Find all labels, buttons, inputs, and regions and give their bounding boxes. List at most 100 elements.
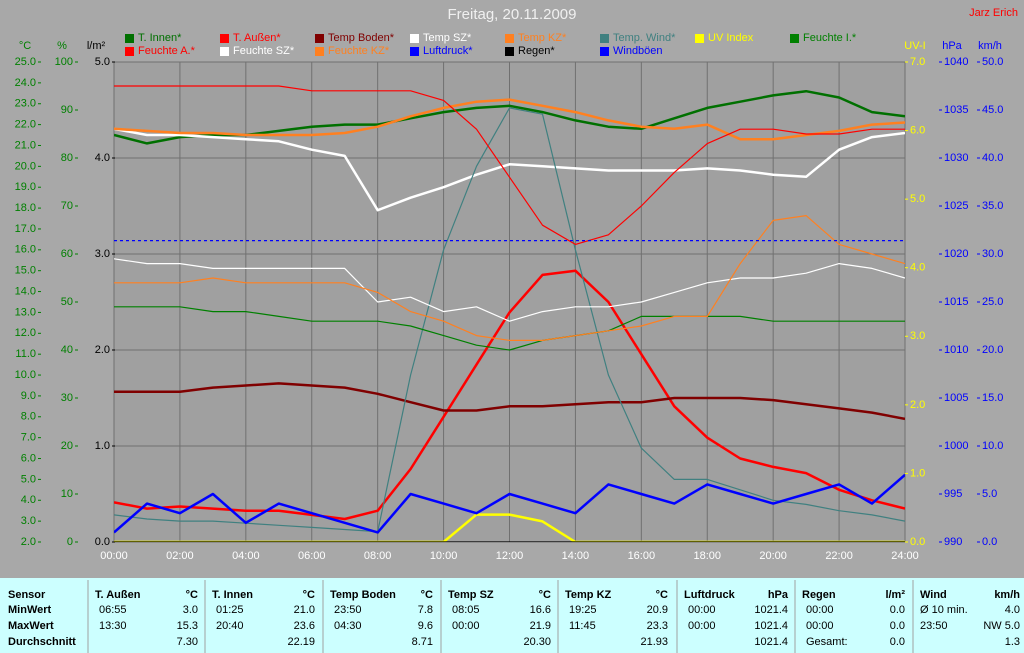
x-tick-label: 20:00 [759, 550, 787, 562]
series-line [114, 513, 905, 542]
y-tick-label: 23.0 [15, 98, 36, 110]
table-header: T. Innen [212, 589, 253, 601]
x-tick-label: 06:00 [298, 550, 326, 562]
cell-value: 15.3 [177, 620, 198, 632]
series-line [114, 306, 905, 351]
y-tick-label: 2.0 [21, 536, 36, 548]
cell-value: 4.0 [1005, 604, 1020, 616]
cell-value: 7.8 [418, 604, 433, 616]
y-tick-label: 1.0 [910, 467, 925, 479]
stats-panel [0, 578, 1024, 653]
cell-value: 22.19 [287, 636, 315, 648]
x-tick-label: 12:00 [496, 550, 524, 562]
y-tick-label: 30 [61, 392, 73, 404]
author: Jarz Erich [969, 7, 1018, 19]
y-tick-label: 4.0 [910, 262, 925, 274]
cell-value: 23.6 [294, 620, 315, 632]
axis-title: km/h [978, 40, 1002, 52]
x-tick-label: 08:00 [364, 550, 392, 562]
legend-label: T. Außen* [233, 32, 281, 44]
y-tick-label: 90 [61, 104, 73, 116]
y-tick-label: 40 [61, 344, 73, 356]
legend-label: T. Innen* [138, 32, 182, 44]
cell-value: 7.30 [177, 636, 198, 648]
cell-value: 9.6 [418, 620, 433, 632]
y-tick-label: 2.0 [95, 344, 110, 356]
legend-swatch [695, 34, 704, 43]
y-tick-label: 7.0 [910, 56, 925, 68]
table-header: Temp Boden [330, 589, 396, 601]
stats-table: Sensor T. Außen °C T. Innen °C Temp Boden °C Te… [8, 580, 1020, 653]
table-header: Temp KZ [565, 589, 612, 601]
legend-label: Temp SZ* [423, 32, 472, 44]
cell-time: 04:30 [334, 620, 362, 632]
y-tick-label: 0.0 [910, 536, 925, 548]
table-header: Sensor [8, 589, 46, 601]
y-tick-label: 6.0 [21, 452, 36, 464]
y-tick-label: 30.0 [982, 248, 1003, 260]
legend-swatch [315, 34, 324, 43]
y-tick-label: 20.0 [982, 344, 1003, 356]
table-unit: °C [421, 589, 433, 601]
y-tick-label: 990 [944, 536, 962, 548]
table-unit: °C [656, 589, 668, 601]
cell-time: 00:00 [806, 620, 834, 632]
y-tick-label: 21.0 [15, 139, 36, 151]
cell-value: 1.3 [1005, 636, 1020, 648]
cell-time: 20:40 [216, 620, 244, 632]
row-label: MinWert [8, 604, 52, 616]
x-tick-label: 04:00 [232, 550, 260, 562]
cell-value: 1021.4 [754, 636, 788, 648]
cell-time: 08:05 [452, 604, 480, 616]
y-tick-label: 12.0 [15, 327, 36, 339]
y-tick-label: 0.0 [982, 536, 997, 548]
table-unit: km/h [994, 589, 1020, 601]
y-tick-label: 7.0 [21, 432, 36, 444]
series-line [114, 215, 905, 341]
y-tick-label: 13.0 [15, 306, 36, 318]
y-tick-label: 3.0 [95, 248, 110, 260]
table-header: Regen [802, 589, 836, 601]
cell-value: 0.0 [890, 620, 905, 632]
legend-label: Temp KZ* [518, 32, 567, 44]
series-line [114, 98, 905, 141]
cell-value: 23.3 [647, 620, 668, 632]
legend-swatch [220, 47, 229, 56]
y-tick-label: 4.0 [21, 494, 36, 506]
y-tick-label: 1025 [944, 200, 968, 212]
legend-swatch [410, 47, 419, 56]
table-unit: l/m² [885, 589, 905, 601]
x-tick-label: 10:00 [430, 550, 458, 562]
x-tick-label: 14:00 [562, 550, 590, 562]
y-tick-label: 60 [61, 248, 73, 260]
y-tick-label: 50.0 [982, 56, 1003, 68]
cell-value: 3.0 [183, 604, 198, 616]
y-tick-label: 45.0 [982, 104, 1003, 116]
y-tick-label: 40.0 [982, 152, 1003, 164]
table-unit: °C [303, 589, 315, 601]
cell-value: 16.6 [530, 604, 551, 616]
series-line [114, 269, 905, 521]
cell-value: 0.0 [890, 604, 905, 616]
y-tick-label: 24.0 [15, 77, 36, 89]
legend-swatch [505, 34, 514, 43]
cell-value: 1021.4 [754, 620, 788, 632]
legend-label: Feuchte A.* [138, 45, 196, 57]
y-tick-label: 20.0 [15, 160, 36, 172]
cell-time: 00:00 [452, 620, 480, 632]
axis-title: % [57, 40, 67, 52]
row-label: MaxWert [8, 620, 54, 632]
cell-time: 00:00 [688, 604, 716, 616]
table-unit: °C [186, 589, 198, 601]
y-tick-label: 5.0 [95, 56, 110, 68]
y-tick-label: 22.0 [15, 119, 36, 131]
y-tick-label: 70 [61, 200, 73, 212]
legend-swatch [600, 47, 609, 56]
table-header: Wind [920, 589, 947, 601]
series-line [114, 127, 905, 212]
cell-value: 8.71 [412, 636, 433, 648]
y-tick-label: 6.0 [910, 124, 925, 136]
legend-swatch [220, 34, 229, 43]
x-tick-label: 22:00 [825, 550, 853, 562]
